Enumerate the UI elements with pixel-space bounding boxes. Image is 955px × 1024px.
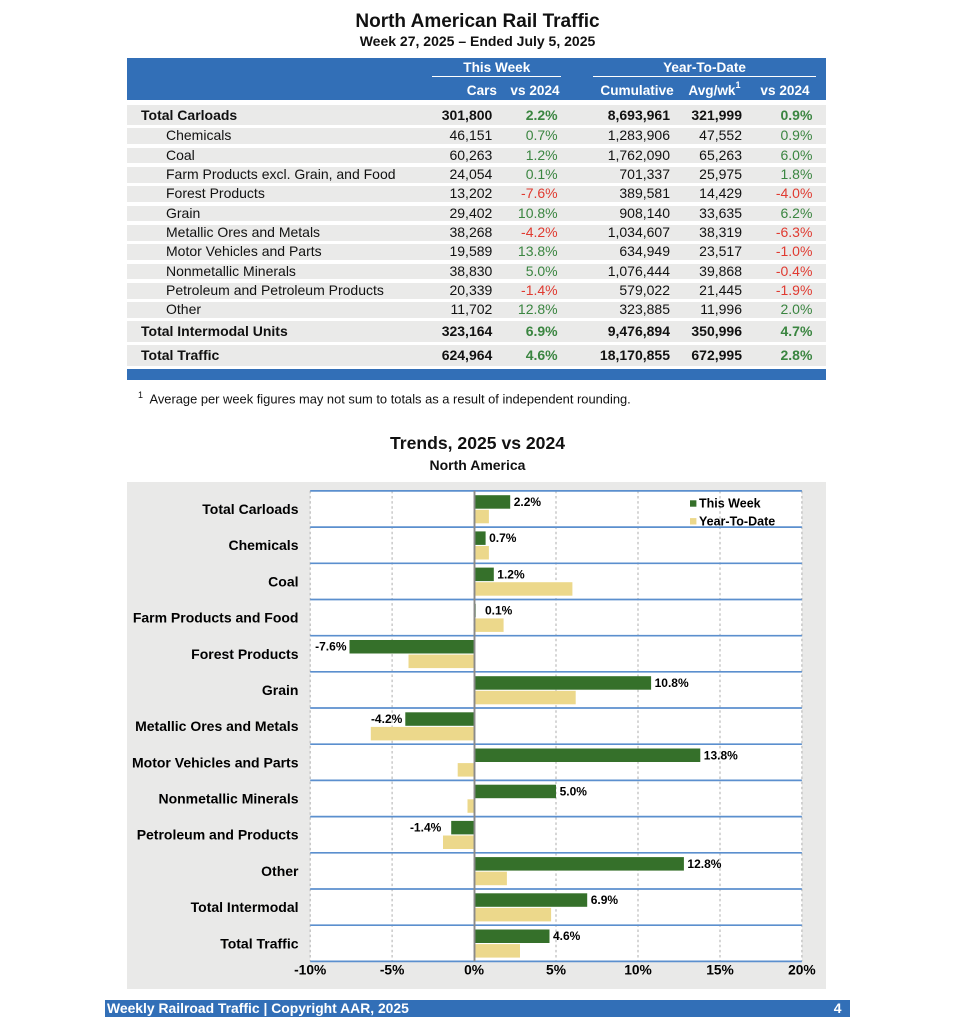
svg-text:Total Traffic: Total Traffic — [220, 935, 299, 951]
svg-text:This Week: This Week — [699, 496, 761, 510]
svg-text:10.8%: 10.8% — [655, 676, 689, 690]
svg-text:-4.2%: -4.2% — [371, 712, 403, 726]
svg-text:12.8%: 12.8% — [687, 857, 721, 871]
svg-text:0%: 0% — [464, 962, 484, 977]
svg-text:Other: Other — [261, 863, 299, 879]
svg-text:13.8%: 13.8% — [704, 748, 738, 762]
svg-text:0.7%: 0.7% — [489, 531, 517, 545]
svg-text:5.0%: 5.0% — [560, 784, 588, 798]
svg-text:Nonmetallic Minerals: Nonmetallic Minerals — [158, 790, 298, 806]
svg-text:Coal: Coal — [268, 573, 298, 589]
svg-text:-1.4%: -1.4% — [410, 821, 442, 835]
svg-text:1.2%: 1.2% — [497, 567, 525, 581]
svg-text:Total Carloads: Total Carloads — [202, 501, 298, 517]
svg-text:Metallic Ores and Metals: Metallic Ores and Metals — [135, 718, 299, 734]
svg-text:Grain: Grain — [262, 682, 299, 698]
svg-text:4.6%: 4.6% — [553, 929, 581, 943]
svg-text:Chemicals: Chemicals — [228, 537, 298, 553]
svg-text:0.1%: 0.1% — [485, 603, 513, 617]
svg-text:Motor Vehicles and Parts: Motor Vehicles and Parts — [132, 754, 299, 770]
svg-text:15%: 15% — [706, 962, 734, 977]
svg-text:-10%: -10% — [294, 962, 326, 977]
svg-text:-7.6%: -7.6% — [315, 640, 347, 654]
svg-text:-5%: -5% — [380, 962, 405, 977]
svg-text:Forest Products: Forest Products — [191, 646, 299, 662]
svg-text:Petroleum and Products: Petroleum and Products — [137, 827, 299, 843]
svg-text:Total Intermodal: Total Intermodal — [191, 899, 299, 915]
svg-text:20%: 20% — [788, 962, 816, 977]
svg-text:6.9%: 6.9% — [591, 893, 619, 907]
svg-text:10%: 10% — [624, 962, 652, 977]
svg-text:Year-To-Date: Year-To-Date — [699, 514, 775, 528]
svg-text:2.2%: 2.2% — [514, 495, 542, 509]
svg-text:5%: 5% — [546, 962, 566, 977]
svg-text:Farm Products and Food: Farm Products and Food — [133, 609, 299, 625]
